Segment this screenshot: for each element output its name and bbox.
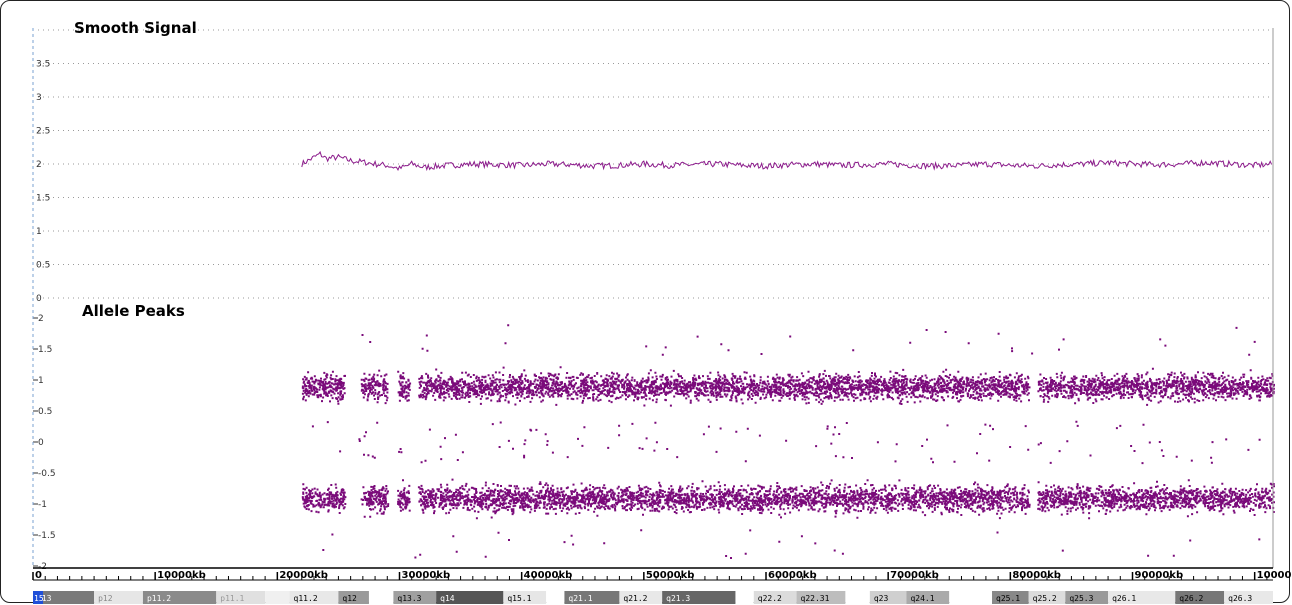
x-tick-label: 40000kb: [524, 570, 573, 581]
ideogram-band-label: q21.1: [568, 594, 592, 603]
x-tick-label: 20000kb: [279, 570, 328, 581]
ideogram-band: [338, 591, 369, 604]
peaks-y-tick-label: 2: [38, 314, 44, 324]
ideogram-band: [662, 591, 736, 604]
ideogram-band-label: q25.2: [1033, 594, 1057, 603]
peaks-y-tick-label: -1: [38, 500, 47, 510]
signal-y-tick-label: 3.5: [36, 60, 50, 70]
smooth-signal-line: [301, 150, 1273, 172]
ideogram-band: [1175, 591, 1225, 604]
ideogram-band-label: q22.31: [801, 594, 830, 603]
chromosome-number-label: 15: [34, 594, 44, 603]
ideogram-band-label: p12: [98, 594, 113, 603]
peaks-y-tick-label: 0.5: [38, 407, 52, 417]
peaks-y-tick-label: -0.5: [38, 469, 56, 479]
ideogram-band-label: q21.2: [623, 594, 647, 603]
axes: 0 10000kb 20000kb 30000kb 40000kb 50000kb 6000…: [32, 28, 1292, 581]
ideogram-band-label: p13: [37, 594, 52, 603]
ideogram-band: [1108, 591, 1176, 604]
ideogram-band-label: p11.2: [147, 594, 171, 603]
signal-y-tick-label: 2: [36, 160, 42, 170]
ideogram-band-label: q23: [874, 594, 889, 603]
signal-y-tick-label: 1.5: [36, 194, 50, 204]
ideogram-band: [735, 591, 754, 604]
ideogram-band: [564, 591, 620, 604]
x-tick-label: 30000kb: [402, 570, 451, 581]
ideogram-band: [94, 591, 143, 604]
allele-peaks-title: Allele Peaks: [82, 302, 185, 320]
chromosome-number-badge: [33, 591, 43, 604]
smooth-signal-panel: 0 0.5 1 1.5 2 2.5 3 3.5 Smooth Signal: [36, 19, 1273, 304]
ideogram-band-label: q13.3: [397, 594, 421, 603]
ideogram-band-label: q11.2: [294, 594, 318, 603]
ideogram-band-label: q25.3: [1069, 594, 1093, 603]
ideogram-band: [265, 591, 290, 604]
ideogram-band-label: q15.1: [507, 594, 531, 603]
x-tick-label: 90000kb: [1135, 570, 1184, 581]
ideogram-band: [619, 591, 663, 604]
ideogram-band-label: q25.1: [996, 594, 1020, 603]
signal-y-tick-label: 3: [36, 93, 42, 103]
ideogram-band: [1028, 591, 1066, 604]
ideogram-band-label: q26.1: [1112, 594, 1136, 603]
ideogram-band: [289, 591, 339, 604]
signal-y-tick-label: 1: [36, 227, 42, 237]
x-tick-label: 80000kb: [1012, 570, 1061, 581]
signal-y-tick-label: 2.5: [36, 127, 50, 137]
ideogram-band: [393, 591, 437, 604]
ideogram-band: [1065, 591, 1109, 604]
ideogram-band-label: q21.3: [666, 594, 690, 603]
peaks-y-tick-label: 1: [38, 376, 44, 386]
ideogram-band: [546, 591, 565, 604]
allele-peak-points: [301, 324, 1275, 559]
smooth-signal-title: Smooth Signal: [74, 19, 197, 37]
signal-y-tick-label: 0.5: [36, 261, 50, 271]
ideogram-band-label: q14: [440, 594, 455, 603]
chromosome-ideogram: p13 p12 p11.2 p11.1 q11.2 q12 q13.3 q14 q15.1 q21…: [33, 591, 1273, 604]
ideogram-band-label: q12: [342, 594, 357, 603]
ideogram-band: [949, 591, 993, 604]
signal-y-tick-label: 0: [36, 294, 42, 304]
x-tick-label: 0: [35, 570, 42, 581]
ideogram-band: [33, 591, 95, 604]
peaks-y-tick-label: -2: [38, 562, 47, 572]
x-tick-label: 100000: [1257, 570, 1292, 581]
peaks-y-tick-label: -1.5: [38, 531, 56, 541]
x-tick-label: 70000kb: [890, 570, 939, 581]
x-tick-label: 50000kb: [646, 570, 695, 581]
peaks-y-tick-label: 1.5: [38, 345, 52, 355]
ideogram-band: [845, 591, 870, 604]
ideogram-band-label: q22.2: [758, 594, 782, 603]
ideogram-band-label: q24.1: [910, 594, 934, 603]
peaks-y-tick-label: 0: [38, 438, 44, 448]
ideogram-band: [796, 591, 846, 604]
ideogram-band: [753, 591, 797, 604]
allele-peaks-panel: -2 -1.5 -1 -0.5 0 0.5 1 1.5 2 Allele Peaks: [33, 302, 1275, 572]
ideogram-band: [216, 591, 266, 604]
ideogram-band: [368, 591, 394, 604]
ideogram-band-label: q26.2: [1179, 594, 1203, 603]
ideogram-band-label: q26.3: [1228, 594, 1252, 603]
ideogram-band: [1224, 591, 1273, 604]
x-tick-label: 60000kb: [768, 570, 817, 581]
ideogram-band: [142, 591, 217, 604]
ideogram-band: [869, 591, 907, 604]
x-tick-label: 10000kb: [157, 570, 206, 581]
ideogram-band-label: p11.1: [220, 594, 244, 603]
ideogram-band: [503, 591, 547, 604]
ideogram-band: [436, 591, 504, 604]
ideogram-band: [906, 591, 950, 604]
ideogram-band: [992, 591, 1029, 604]
